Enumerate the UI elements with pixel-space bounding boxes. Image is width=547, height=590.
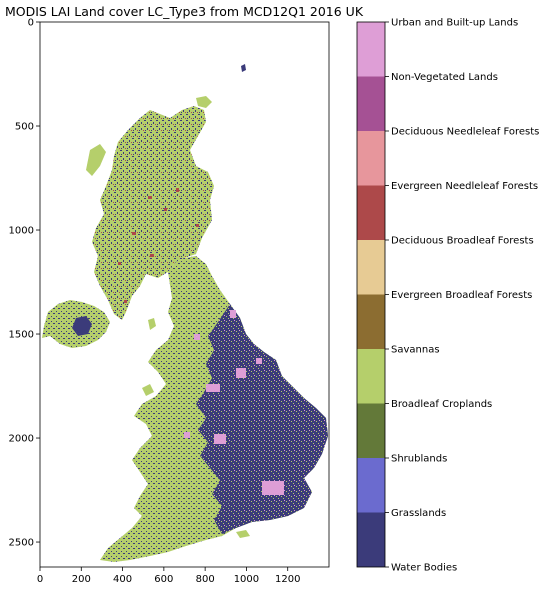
map-region-hebrides (86, 144, 106, 176)
x-tick-label: 600 (154, 574, 173, 585)
colorbar-label: Urban and Built-up Lands (391, 18, 518, 29)
colorbar-label: Grasslands (391, 508, 446, 519)
colorbar-label: Shrublands (391, 454, 447, 465)
y-tick-label: 1000 (9, 226, 34, 237)
x-tick-label: 800 (196, 574, 215, 585)
colorbar-segment (357, 512, 385, 567)
y-tick-label: 500 (15, 122, 34, 133)
map-region-shetland (241, 64, 246, 72)
colorbar-segment (357, 22, 385, 77)
map-region-ni-lough (72, 316, 92, 336)
axes-frame (39, 21, 330, 568)
colorbar-label: Non-Vegetated Lands (391, 72, 498, 83)
land-cover-map (42, 64, 328, 562)
x-tick-label: 1200 (275, 574, 300, 585)
colorbar-label: Deciduous Needleleaf Forests (391, 127, 539, 138)
map-region-isle-of-wight (236, 530, 250, 538)
y-tick-label: 1500 (9, 330, 34, 341)
x-axis: 0 200 400 600 800 1000 1200 (37, 567, 300, 585)
colorbar-label: Water Bodies (391, 563, 457, 574)
colorbar-segment (357, 131, 385, 186)
colorbar-segment (357, 240, 385, 295)
map-region-orkney (196, 96, 212, 108)
colorbar-segment (357, 349, 385, 404)
colorbar-label: Evergreen Broadleaf Forests (391, 290, 532, 301)
colorbar-segment (357, 185, 385, 240)
x-tick-label: 0 (37, 574, 43, 585)
x-tick-label: 200 (72, 574, 91, 585)
map-region-scotland (92, 106, 214, 320)
colorbar-segment (357, 403, 385, 458)
map-region-anglesey (142, 384, 154, 396)
x-tick-label: 400 (113, 574, 132, 585)
colorbar-segment (357, 294, 385, 349)
colorbar-label: Deciduous Broadleaf Forests (391, 236, 534, 247)
y-tick-label: 0 (28, 18, 34, 29)
colorbar-label: Evergreen Needleleaf Forests (391, 181, 538, 192)
colorbar-segment (357, 76, 385, 131)
y-tick-label: 2500 (9, 538, 34, 549)
map-region-east-england (196, 304, 328, 534)
y-tick-label: 2000 (9, 434, 34, 445)
colorbar-label: Savannas (391, 345, 440, 356)
x-tick-label: 1000 (234, 574, 259, 585)
map-forest-patches (118, 188, 199, 303)
y-axis: 0 500 1000 1500 2000 2500 (9, 18, 40, 549)
map-region-isle-of-man (148, 318, 156, 330)
map-urban-patches (184, 310, 284, 495)
colorbar-segment (357, 458, 385, 513)
colorbar-label: Broadleaf Croplands (391, 399, 492, 410)
colorbar: Water Bodies Grasslands Shrublands Broadlea… (356, 18, 539, 574)
chart-title: MODIS LAI Land cover LC_Type3 from MCD12… (5, 4, 364, 19)
